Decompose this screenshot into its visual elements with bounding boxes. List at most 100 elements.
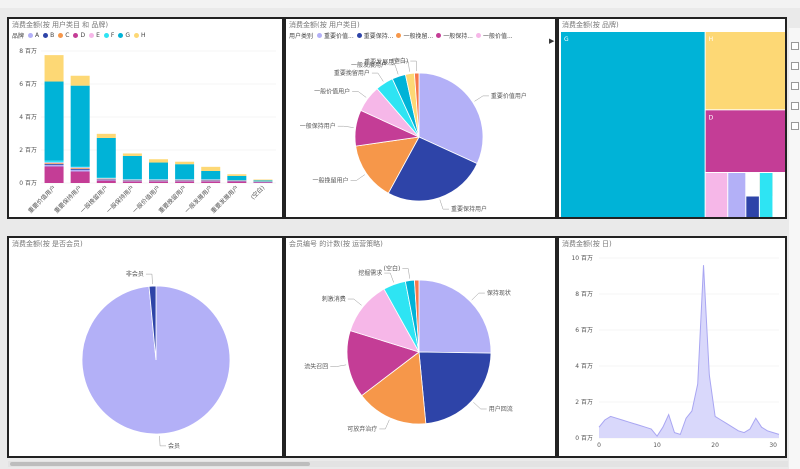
panel-title: 消费金额(按 日): [562, 240, 612, 248]
bar-segment-G: [44, 81, 64, 161]
slice-label: (空白): [384, 265, 401, 273]
bar-segment-H: [253, 179, 273, 181]
bar-segment-A: [96, 179, 116, 181]
panel-count-by-strategy[interactable]: 会员编号 的计数(按 运营策略) 保持现状 用户回流 可放弃治疗 流失召回 刺激消费 挖掘…: [284, 236, 557, 458]
legend-swatch: [118, 33, 124, 38]
panel-title: 消费金额(按 用户类目): [289, 21, 360, 29]
legend-item-F[interactable]: F: [103, 32, 115, 39]
panel-spend-by-brand[interactable]: 消费金额(按 品牌) G H D: [557, 17, 787, 219]
panel-spend-by-category[interactable]: 消费金额(按 用户类目) 用户类别 重要价值... 重要保持... 一般挽留... 一…: [284, 17, 557, 219]
bar-segment-D: [227, 181, 247, 183]
leader-line: [347, 298, 362, 306]
leader-line: [350, 174, 365, 181]
legend-label: 重要保持...: [363, 33, 394, 40]
horizontal-scrollbar[interactable]: [8, 461, 788, 467]
leader-line: [384, 272, 394, 283]
bar-segment-H: [96, 133, 116, 138]
leader-line: [371, 72, 384, 82]
legend-label: 重要价值...: [324, 33, 354, 40]
legend-title: 品牌: [12, 33, 25, 40]
bar-segment-H: [201, 166, 221, 171]
panel-spend-by-member[interactable]: 消费金额(按 是否会员) 会员 非会员: [7, 236, 284, 458]
x-tick-label: 10: [653, 442, 661, 449]
bar-segment-D: [44, 166, 64, 183]
slice-label: 用户回流: [489, 405, 513, 413]
pie-slice: [418, 72, 484, 165]
legend-label: H: [140, 32, 146, 39]
pie-slice: [414, 279, 420, 353]
bar-segment-A: [70, 169, 90, 172]
bar-segment-H: [122, 153, 142, 156]
bar-segment-G: [227, 175, 247, 181]
panel-spend-by-category-brand[interactable]: 消费金额(按 用户类目 和 品牌) 品牌 A B C D E F G H 0 百万 2 百万 4 …: [7, 17, 284, 219]
bar-segment-E: [44, 162, 64, 164]
legend-label: F: [110, 32, 115, 39]
bar-segment-G: [70, 85, 90, 167]
x-tick-label: 0: [597, 442, 601, 449]
x-tick-label: 20: [711, 442, 719, 449]
bar-segment-B: [44, 164, 64, 165]
slice-label: 非会员: [126, 270, 144, 278]
panel-title: 消费金额(按 品牌): [562, 21, 619, 29]
treemap-cell-D: [705, 110, 785, 172]
legend-item-D[interactable]: D: [73, 32, 85, 39]
legend-item[interactable]: 一般保持...: [436, 31, 473, 40]
legend-label: 一般价值...: [482, 33, 513, 40]
legend-item[interactable]: 一般价值...: [475, 31, 513, 40]
brand-legend: 品牌 A B C D E F G H: [12, 31, 146, 40]
y-tick-label: 2 百万: [19, 147, 37, 154]
bar-segment-C: [70, 168, 90, 169]
panel-title: 消费金额(按 用户类目 和 品牌): [12, 21, 109, 29]
toolbar-icon[interactable]: [791, 102, 799, 110]
right-toolbar: [789, 28, 800, 469]
legend-swatch: [475, 33, 481, 38]
y-tick-label: 8 百万: [575, 291, 593, 298]
panel-title: 会员编号 的计数(按 运营策略): [289, 240, 383, 248]
bar-segment-G: [149, 162, 168, 180]
legend-item-A[interactable]: A: [28, 32, 39, 39]
legend-item[interactable]: 重要保持...: [356, 31, 394, 40]
leader-line: [379, 419, 390, 430]
legend-item[interactable]: 一般挽留...: [396, 31, 433, 40]
bar-segment-G: [201, 170, 221, 180]
leader-line: [410, 60, 417, 72]
slice-label: (空白): [392, 57, 409, 65]
y-tick-label: 10 百万: [571, 255, 593, 262]
legend-label: G: [125, 32, 130, 39]
scrollbar-thumb[interactable]: [10, 462, 310, 466]
legend-item[interactable]: 重要价值...: [317, 31, 354, 40]
legend-swatch: [73, 33, 79, 38]
area-fill: [599, 265, 779, 438]
member-pie-chart: 会员 非会员: [81, 270, 231, 450]
legend-label: 一般保持...: [443, 33, 473, 40]
legend-item-C[interactable]: C: [58, 32, 69, 39]
legend-item-B[interactable]: B: [43, 32, 54, 39]
legend-swatch: [58, 33, 64, 38]
legend-swatch: [396, 33, 402, 38]
slice-label: 会员: [168, 442, 180, 450]
toolbar-icon[interactable]: [791, 122, 799, 130]
treemap-cell-B: [746, 196, 759, 217]
daily-area-chart: 0 百万 2 百万 4 百万 6 百万 8 百万 10 百万 0 10 20 30: [571, 255, 780, 449]
treemap-cell-F: [759, 173, 773, 217]
toolbar-icon[interactable]: [791, 42, 799, 50]
treemap-cell-H: [705, 32, 785, 110]
legend-item-E[interactable]: E: [89, 32, 100, 39]
bar-segment-D: [96, 180, 116, 183]
treemap-cell-G: [561, 32, 705, 217]
bar-segment-G: [175, 164, 195, 180]
bar-segment-A: [149, 180, 168, 182]
top-strip: [0, 0, 800, 8]
legend-item-G[interactable]: G: [118, 32, 130, 39]
panel-spend-by-day[interactable]: 消费金额(按 日) 0 百万 2 百万 4 百万 6 百万 8 百万 10 百万 0 10 20…: [557, 236, 787, 458]
y-tick-label: 0 百万: [19, 180, 37, 187]
toolbar-icon[interactable]: [791, 82, 799, 90]
legend-next-icon[interactable]: ▶: [549, 37, 555, 45]
y-tick-label: 8 百万: [19, 48, 37, 55]
bar-segment-F: [44, 160, 64, 163]
leader-line: [474, 95, 489, 102]
slice-label: 一般保持用户: [300, 122, 336, 130]
toolbar-icon[interactable]: [791, 62, 799, 70]
bar-segment-E: [70, 167, 90, 169]
legend-item-H[interactable]: H: [133, 32, 146, 39]
